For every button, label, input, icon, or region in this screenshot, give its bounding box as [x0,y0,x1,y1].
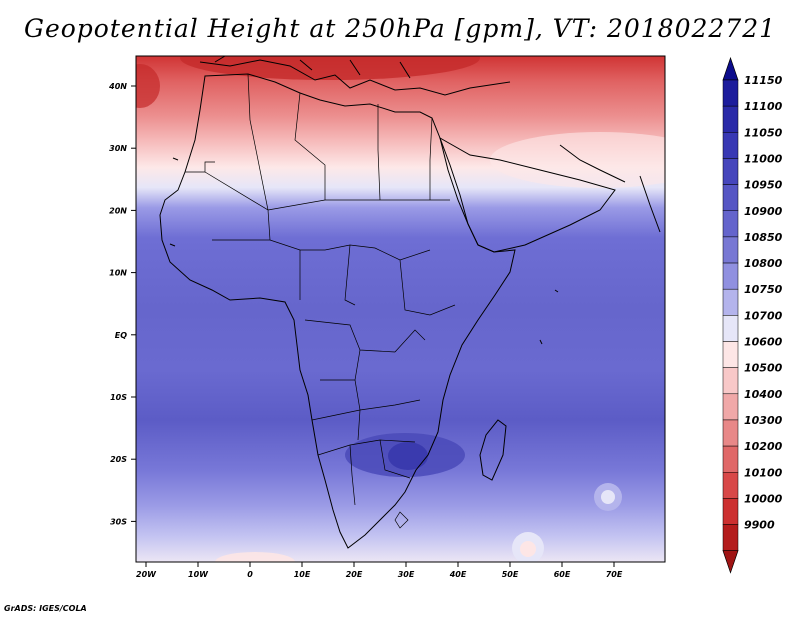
coastlines [159,56,661,549]
colorbar-swatch [722,524,739,551]
colorbar-label: 10700 [744,309,783,322]
colorbar-swatch [722,472,739,499]
colorbar-label: 10900 [744,205,783,218]
map-frame [135,55,666,563]
lon-tick-label: 30E [398,570,415,579]
lat-tick-label: 10S [110,393,127,402]
colorbar-swatch [722,79,739,107]
colorbar-swatch [722,184,739,212]
colorbar-swatch [722,341,739,368]
colorbar-label: 10800 [744,257,783,270]
colorbar-label: 10750 [744,283,783,296]
country-borders [185,73,456,529]
lon-tick-label: 70E [606,570,623,579]
colorbar-label: 10500 [744,362,783,375]
lat-tick-label: EQ [115,331,127,340]
colorbar-label: 11050 [744,126,783,139]
colorbar-swatch [722,262,739,290]
colorbar-swatch [722,445,739,473]
colorbar-label: 10950 [744,179,783,192]
lat-tick-label: 20S [110,455,127,464]
colorbar-swatch [722,158,739,185]
colorbar-swatch [722,236,739,264]
lat-tick-label: 10N [109,269,127,278]
lat-tick-label: 40N [108,82,127,91]
colorbar-label: 10300 [744,414,783,427]
colorbar-min-arrow [722,550,739,574]
colorbar-swatch [722,132,739,159]
colorbar-swatch [722,393,739,421]
lon-tick-label: 40E [449,570,467,579]
colorbar-swatch [722,498,739,525]
colorbar-swatch [722,367,739,395]
lon-tick-label: 60E [554,570,571,579]
lon-tick-label: 20W [136,570,157,579]
colorbar-label: 11000 [744,152,783,165]
longitude-axis: 20W 10W 0 10E 20E 30E 40E 50E 60E 70E [136,562,623,579]
colorbar: 11150 11100 11050 11000 10950 10900 10850 10800… [722,56,783,574]
colorbar-swatch [722,315,739,342]
lat-tick-label: 30S [110,517,127,526]
colorbar-label: 10100 [744,466,783,479]
colorbar-max-arrow [722,56,739,81]
height-field [136,56,665,562]
colorbar-label: 10850 [744,231,783,244]
colorbar-swatch [722,419,739,447]
lat-tick-label: 30N [109,144,127,153]
latitude-axis: 40N 30N 20N 10N EQ 10S 20S 30S [108,82,136,526]
colorbar-swatch [722,105,739,133]
colorbar-label: 10400 [744,388,783,401]
grads-credit: GrADS: IGES/COLA [4,604,87,613]
colorbar-swatch [722,288,739,316]
colorbar-swatch [722,210,739,238]
lon-tick-label: 0 [247,570,253,579]
lon-tick-label: 10E [294,570,311,579]
map-title: Geopotential Height at 250hPa [gpm], VT:… [23,14,777,43]
lat-tick-label: 20N [109,206,127,215]
colorbar-label: 11100 [744,100,783,113]
colorbar-label: 10200 [744,440,783,453]
colorbar-label: 11150 [744,74,783,87]
lon-tick-label: 50E [502,570,519,579]
lon-tick-label: 10W [188,570,209,579]
colorbar-label: 10000 [744,492,783,505]
colorbar-label: 9900 [744,519,775,532]
lon-tick-label: 20E [346,570,363,579]
colorbar-label: 10600 [744,336,783,349]
